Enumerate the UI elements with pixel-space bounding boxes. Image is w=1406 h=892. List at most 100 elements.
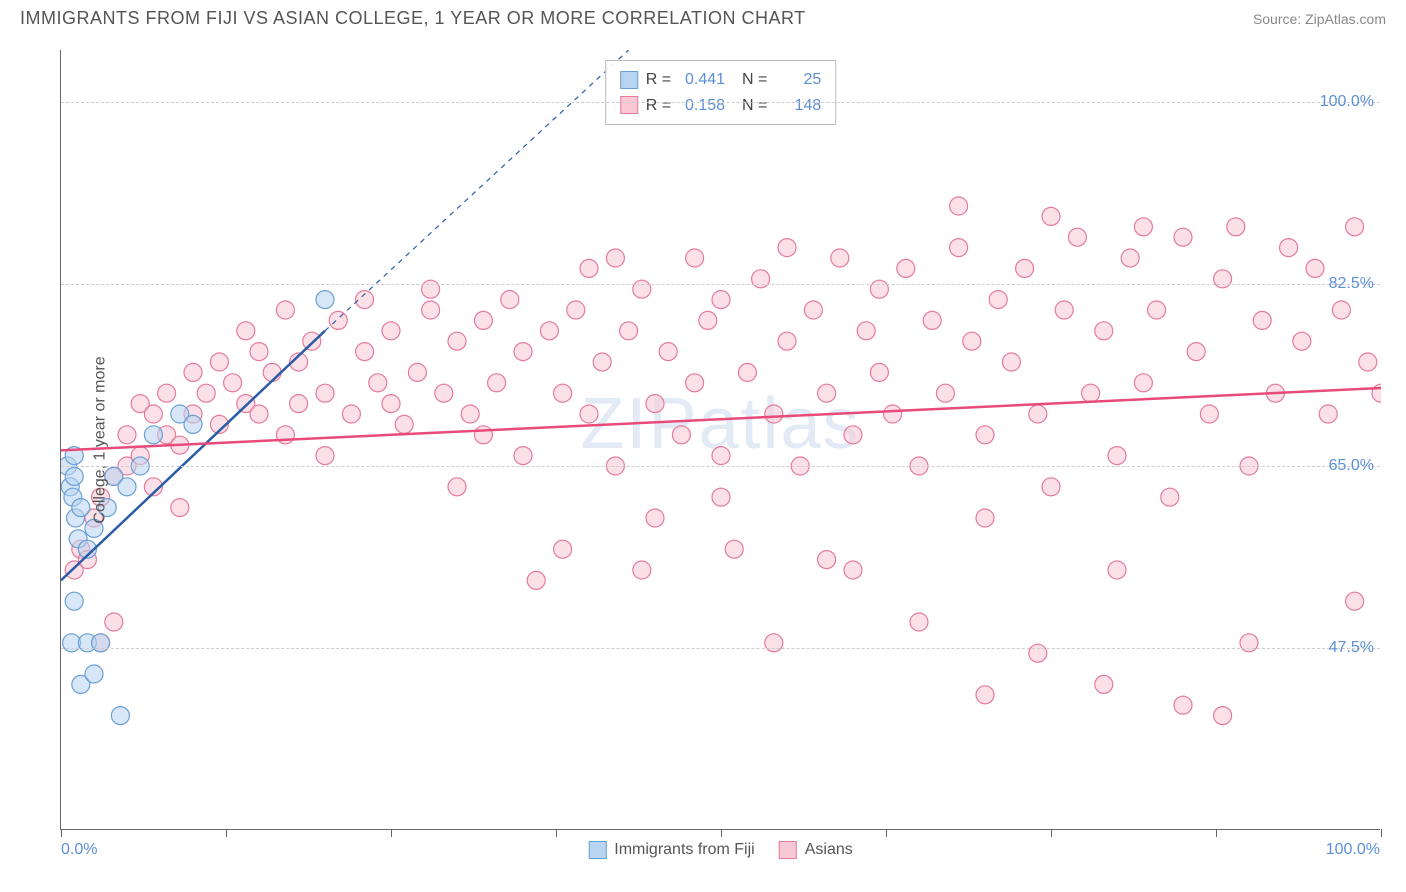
data-point (316, 291, 334, 309)
data-point (111, 707, 129, 725)
data-point (567, 301, 585, 319)
data-point (1174, 228, 1192, 246)
data-point (897, 259, 915, 277)
data-point (686, 374, 704, 392)
data-point (976, 686, 994, 704)
data-point (356, 343, 374, 361)
x-axis-min-label: 0.0% (61, 841, 97, 859)
gridline (61, 466, 1380, 467)
data-point (1042, 478, 1060, 496)
data-point (1346, 592, 1364, 610)
data-point (250, 405, 268, 423)
data-point (1042, 207, 1060, 225)
data-point (105, 613, 123, 631)
legend-item-asians: Asians (779, 841, 853, 859)
legend-swatch-fiji (620, 71, 638, 89)
data-point (92, 634, 110, 652)
x-tick (721, 829, 722, 837)
data-point (1214, 270, 1232, 288)
x-tick (1381, 829, 1382, 837)
data-point (963, 332, 981, 350)
data-point (870, 363, 888, 381)
data-point (1148, 301, 1166, 319)
data-point (263, 363, 281, 381)
legend-item-fiji: Immigrants from Fiji (588, 841, 754, 859)
data-point (118, 426, 136, 444)
trend-line-extrapolation (325, 50, 629, 331)
series-legend: Immigrants from Fiji Asians (588, 841, 852, 859)
data-point (1280, 239, 1298, 257)
data-point (712, 447, 730, 465)
data-point (72, 499, 90, 517)
legend-row-asians: R = 0.158 N = 148 (620, 93, 822, 119)
data-point (540, 322, 558, 340)
data-point (435, 384, 453, 402)
data-point (1293, 332, 1311, 350)
data-point (1134, 218, 1152, 236)
x-tick (61, 829, 62, 837)
data-point (1095, 675, 1113, 693)
x-tick (1051, 829, 1052, 837)
data-point (514, 447, 532, 465)
data-point (1108, 561, 1126, 579)
data-point (1095, 322, 1113, 340)
data-point (738, 363, 756, 381)
n-value-fiji: 25 (775, 67, 821, 93)
data-point (778, 332, 796, 350)
data-point (356, 291, 374, 309)
data-point (1082, 384, 1100, 402)
legend-swatch-icon (588, 841, 606, 859)
data-point (593, 353, 611, 371)
data-point (382, 322, 400, 340)
data-point (171, 499, 189, 517)
data-point (1332, 301, 1350, 319)
data-point (1068, 228, 1086, 246)
data-point (844, 561, 862, 579)
data-point (1346, 218, 1364, 236)
data-point (514, 343, 532, 361)
chart-container: ZIPatlas R = 0.441 N = 25 R = 0.158 N = … (60, 50, 1380, 830)
data-point (870, 280, 888, 298)
data-point (1055, 301, 1073, 319)
data-point (778, 239, 796, 257)
data-point (316, 384, 334, 402)
data-point (580, 405, 598, 423)
y-tick-label: 82.5% (1329, 275, 1374, 293)
y-axis-title: College, 1 year or more (92, 356, 110, 523)
data-point (422, 301, 440, 319)
data-point (65, 592, 83, 610)
data-point (1016, 259, 1034, 277)
x-tick (886, 829, 887, 837)
x-tick (556, 829, 557, 837)
data-point (184, 415, 202, 433)
data-point (1029, 644, 1047, 662)
gridline (61, 648, 1380, 649)
data-point (369, 374, 387, 392)
data-point (554, 540, 572, 558)
data-point (303, 332, 321, 350)
data-point (633, 561, 651, 579)
data-point (1174, 696, 1192, 714)
n-value-asians: 148 (775, 93, 821, 119)
data-point (474, 311, 492, 329)
data-point (976, 426, 994, 444)
r-value-fiji: 0.441 (679, 67, 725, 93)
data-point (765, 634, 783, 652)
data-point (818, 551, 836, 569)
gridline (61, 102, 1380, 103)
data-point (686, 249, 704, 267)
source-attribution: Source: ZipAtlas.com (1253, 11, 1386, 27)
data-point (224, 374, 242, 392)
data-point (527, 571, 545, 589)
data-point (197, 384, 215, 402)
data-point (672, 426, 690, 444)
data-point (342, 405, 360, 423)
data-point (448, 478, 466, 496)
data-point (1227, 218, 1245, 236)
legend-swatch-asians (620, 96, 638, 114)
data-point (989, 291, 1007, 309)
correlation-legend: R = 0.441 N = 25 R = 0.158 N = 148 (605, 60, 837, 125)
data-point (580, 259, 598, 277)
r-value-asians: 0.158 (679, 93, 725, 119)
data-point (1359, 353, 1377, 371)
